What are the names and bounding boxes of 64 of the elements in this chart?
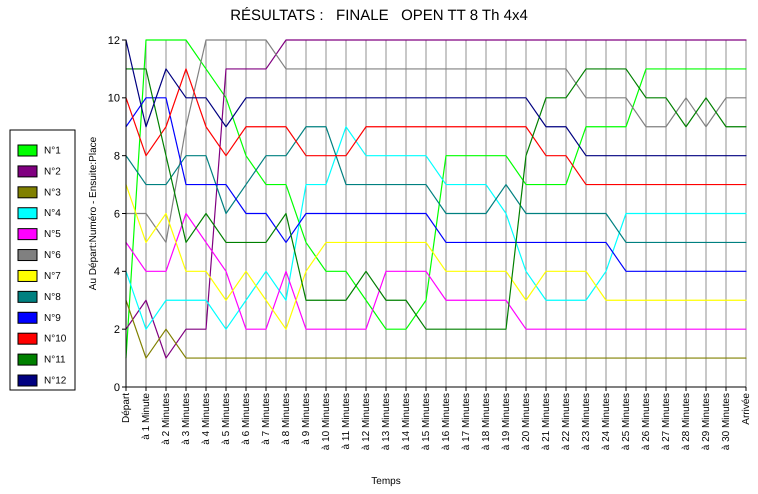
x-tick-label: à 24 Minutes bbox=[601, 393, 612, 450]
legend-label: N°12 bbox=[44, 376, 67, 386]
legend-label: N°5 bbox=[44, 229, 62, 240]
line-series bbox=[125, 97, 747, 272]
line-series bbox=[125, 39, 747, 244]
y-tick-label: 6 bbox=[114, 208, 120, 220]
x-tick-label: à 30 Minutes bbox=[721, 393, 732, 450]
y-tick-label: 12 bbox=[108, 34, 120, 47]
y-tick-label: 10 bbox=[108, 92, 120, 105]
x-tick-label: à 2 Minutes bbox=[161, 393, 172, 445]
y-axis-title: Au Départ:Numéro - Ensuite:Place bbox=[88, 136, 99, 290]
x-tick-label: à 27 Minutes bbox=[661, 393, 672, 450]
line-series bbox=[125, 68, 747, 330]
legend-label: N°8 bbox=[44, 292, 62, 303]
x-tick-label: à 10 Minutes bbox=[321, 393, 332, 450]
legend-label: N°2 bbox=[44, 166, 62, 178]
x-tick-label: à 7 Minutes bbox=[261, 393, 272, 445]
x-tick-label: à 9 Minutes bbox=[301, 393, 312, 445]
x-tick-label: à 26 Minutes bbox=[641, 393, 652, 450]
legend-label: N°10 bbox=[44, 334, 67, 345]
x-tick-label: à 25 Minutes bbox=[621, 393, 632, 450]
legend-label: N°11 bbox=[44, 354, 66, 366]
x-tick-label: à 8 Minutes bbox=[281, 393, 292, 445]
x-tick-label: à 3 Minutes bbox=[181, 393, 192, 445]
x-tick-label: à 6 Minutes bbox=[241, 393, 252, 445]
x-tick-label: à 29 Minutes bbox=[701, 393, 712, 450]
x-tick-label: à 19 Minutes bbox=[501, 393, 512, 450]
legend-label: N°4 bbox=[44, 208, 62, 220]
y-tick-label: 2 bbox=[114, 324, 120, 336]
legend-label: N°1 bbox=[44, 146, 62, 156]
line-series bbox=[125, 68, 747, 186]
line-series bbox=[125, 126, 747, 244]
x-tick-label: à 12 Minutes bbox=[361, 393, 372, 450]
legend-label: N°9 bbox=[44, 312, 62, 324]
x-tick-label: à 17 Minutes bbox=[461, 393, 472, 450]
x-tick-label: à 15 Minutes bbox=[421, 393, 432, 450]
x-tick-label: à 28 Minutes bbox=[681, 393, 692, 450]
x-tick-label: à 22 Minutes bbox=[561, 393, 572, 450]
y-tick-label: 0 bbox=[114, 382, 120, 394]
x-tick-label: Arrivée bbox=[741, 392, 752, 425]
x-axis-title: Temps bbox=[371, 476, 401, 487]
y-tick-label: 8 bbox=[114, 150, 120, 163]
chart-title: RÉSULTATS : FINALE OPEN TT 8 Th 4x4 bbox=[230, 6, 528, 24]
x-tick-label: à 16 Minutes bbox=[441, 393, 452, 450]
x-tick-label: à 4 Minutes bbox=[201, 393, 212, 445]
y-tick-label: 4 bbox=[114, 266, 120, 278]
x-tick-label: à 11 Minutes bbox=[341, 393, 352, 450]
x-tick-label: Départ bbox=[121, 392, 132, 424]
x-tick-label: à 1 Minute bbox=[141, 392, 152, 440]
line-series bbox=[125, 212, 747, 330]
legend-label: N°3 bbox=[44, 187, 62, 198]
x-tick-label: à 21 Minutes bbox=[541, 393, 552, 450]
line-series bbox=[125, 39, 747, 359]
x-tick-label: à 5 Minutes bbox=[221, 393, 232, 445]
line-series bbox=[125, 39, 747, 156]
line-series bbox=[125, 184, 747, 330]
x-tick-label: à 18 Minutes bbox=[481, 393, 492, 450]
legend-label: N°6 bbox=[44, 250, 62, 262]
x-tick-label: à 20 Minutes bbox=[521, 393, 532, 450]
line-series bbox=[125, 126, 747, 330]
legend-label: N°7 bbox=[44, 270, 62, 282]
x-tick-label: à 23 Minutes bbox=[581, 393, 592, 450]
x-tick-label: à 13 Minutes bbox=[381, 393, 392, 450]
x-tick-label: à 14 Minutes bbox=[401, 393, 412, 450]
